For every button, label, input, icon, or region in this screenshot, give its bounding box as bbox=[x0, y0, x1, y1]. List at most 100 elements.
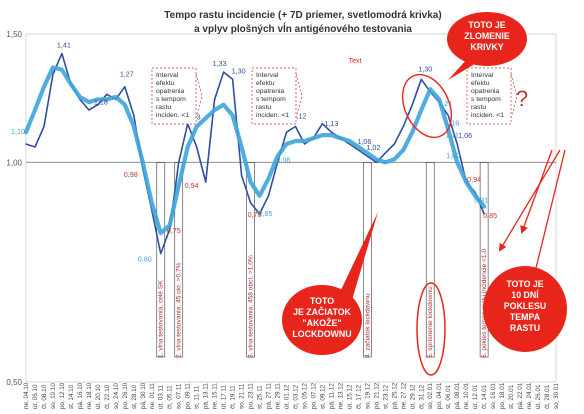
x-tick-label: pá, 11.12 bbox=[328, 383, 335, 409]
interval-note-pointer bbox=[195, 73, 203, 119]
callout-bubble bbox=[447, 12, 527, 66]
x-tick-label: po, 23.11 bbox=[248, 383, 255, 409]
interval-note-box bbox=[251, 67, 297, 125]
event-label: 4. začiatok lockdownu bbox=[364, 293, 371, 358]
x-tick-label: pá, 27.11 bbox=[266, 383, 273, 409]
x-tick-label: pá, 22.01 bbox=[517, 382, 524, 409]
interval-note-line: s tempom bbox=[156, 96, 186, 103]
data-label: 1,02 bbox=[366, 143, 380, 152]
callout-bubble bbox=[483, 266, 567, 352]
interval-note-line: Interval bbox=[471, 72, 494, 79]
callout-bubble bbox=[282, 285, 362, 355]
x-tick-label: st, 25.11 bbox=[257, 385, 264, 409]
callout-text: RASTU bbox=[510, 323, 540, 333]
callout-text: ZLOMENIE bbox=[464, 31, 510, 41]
x-tick-label: po, 12.10 bbox=[59, 382, 66, 409]
event-label: 2. vlna testovania, 45 okr. >0,7% bbox=[176, 262, 183, 358]
x-tick-label: po, 18.01 bbox=[499, 382, 506, 409]
data-label: 1,33 bbox=[213, 59, 227, 68]
event-boxes: 1. vlna testovania, celé SK 2. vlna testo… bbox=[156, 162, 489, 358]
y-tick-label: 1,50 bbox=[6, 30, 22, 39]
chart-title-line-2: a vplyv plošných vĺn antigénového testov… bbox=[194, 21, 412, 35]
x-tick-label: po, 26.10 bbox=[122, 382, 129, 409]
x-tick-label: ne, 27.12 bbox=[400, 382, 407, 409]
data-label: 0,94 bbox=[185, 181, 199, 190]
interval-note-line: Interval bbox=[156, 72, 179, 79]
x-tick-label: so, 21.11 bbox=[239, 383, 246, 409]
event-box bbox=[425, 162, 435, 358]
interval-note-line: inciden. <1 bbox=[156, 112, 189, 119]
x-tick-label: st, 20.01 bbox=[508, 384, 515, 409]
x-tick-label: so, 24.10 bbox=[113, 383, 120, 409]
x-tick-label: út, 15.12 bbox=[346, 384, 353, 409]
x-tick-label: čt, 03.12 bbox=[292, 384, 299, 409]
data-label: 0,96 bbox=[277, 155, 291, 164]
interval-note-line: s tempom bbox=[471, 96, 501, 103]
x-tick-label: út, 12.01 bbox=[472, 384, 479, 409]
data-label: 1,27 bbox=[120, 70, 134, 79]
y-tick-label: 1,00 bbox=[6, 158, 22, 167]
x-tick-label: čt, 22.10 bbox=[104, 384, 111, 409]
x-tick-label: ne, 13.12 bbox=[337, 382, 344, 409]
event-label: 3. vlna testovania, 458 obcí, >1,0% bbox=[248, 255, 255, 358]
x-tick-label: so, 10.10 bbox=[50, 383, 57, 409]
data-label: 1,12 bbox=[292, 112, 306, 121]
x-tick-label: út, 20.10 bbox=[95, 384, 102, 409]
callout-pointer bbox=[340, 212, 378, 300]
interval-note-line: opatrenia bbox=[471, 88, 500, 95]
interval-note-line: rastu bbox=[256, 104, 271, 111]
data-label: 0,78 bbox=[248, 210, 262, 219]
x-tick-label: po, 04.01 bbox=[436, 382, 443, 409]
x-tick-label: út, 17.11 bbox=[221, 384, 228, 409]
text-marker: Text bbox=[349, 58, 362, 65]
x-tick-label: ne, 10.01 bbox=[463, 382, 470, 409]
data-label: 1,10 bbox=[11, 127, 25, 136]
data-label: 1,41 bbox=[57, 41, 71, 50]
x-tick-label: ne, 24.01 bbox=[526, 382, 533, 409]
event-box bbox=[479, 162, 489, 358]
x-tick-label: st, 14.10 bbox=[68, 384, 75, 409]
interval-note-line: inciden. <1 bbox=[471, 112, 504, 119]
event-label: 1. vlna testovania, celé SK bbox=[158, 280, 165, 358]
data-label: 1,06 bbox=[458, 131, 472, 140]
x-tick-label: pá, 16.10 bbox=[77, 382, 84, 409]
y-axis-ticks: 1,50 1,00 0,50 bbox=[6, 30, 22, 387]
x-tick-label: út, 01.12 bbox=[284, 384, 291, 409]
callout-text: TOTO JE bbox=[468, 20, 505, 30]
interval-note-line: opatrenia bbox=[256, 88, 285, 95]
callout-text: TOTO JE bbox=[506, 279, 543, 289]
x-tick-label: ne, 29.11 bbox=[275, 383, 282, 409]
x-tick-label: po, 07.12 bbox=[310, 382, 317, 409]
y-tick-label: 0,50 bbox=[6, 378, 22, 387]
x-tick-label: út, 26.01 bbox=[535, 384, 542, 409]
x-tick-label: st, 11.11 bbox=[194, 385, 201, 409]
data-label: 1,16 bbox=[445, 118, 459, 127]
callout-text: 10 DNÍ bbox=[511, 290, 539, 300]
callout-text: POKLESU bbox=[504, 301, 547, 311]
series-7d-avg-line bbox=[23, 65, 487, 236]
event-box bbox=[156, 162, 166, 358]
x-tick-label: so, 30.01 bbox=[553, 383, 560, 409]
x-axis-ticks: ne, 04.10 út, 06.10 čt, 08.10 so, 10.10 po, … bbox=[23, 382, 560, 409]
interval-note-line: opatrenia bbox=[156, 88, 185, 95]
x-tick-label: so, 07.11 bbox=[176, 383, 183, 409]
data-label: 0,85 bbox=[259, 209, 273, 218]
interval-note-line: rastu bbox=[156, 104, 171, 111]
chart-title: Tempo rastu incidencie (+ 7D priemer, sv… bbox=[164, 10, 441, 35]
x-tick-label: pá, 13.11 bbox=[203, 383, 210, 409]
callout-text: KRIVKY bbox=[470, 42, 503, 52]
x-tick-label: čt, 28.01 bbox=[544, 384, 551, 409]
x-tick-label: so, 02.01 bbox=[427, 383, 434, 409]
data-label: 0,85 bbox=[483, 211, 497, 220]
x-tick-label: so, 05.12 bbox=[301, 383, 308, 409]
callout-text: LOCKDOWNU bbox=[292, 329, 351, 339]
interval-note-line: Interval bbox=[256, 72, 279, 79]
interval-note-box bbox=[466, 67, 512, 125]
data-label: 1,21 bbox=[438, 99, 452, 108]
data-label: 0,75 bbox=[167, 226, 181, 235]
event-label: 5. sprísnenie lockdownu bbox=[427, 287, 434, 358]
x-tick-label: ne, 18.10 bbox=[86, 382, 93, 409]
x-tick-label: čt, 17.12 bbox=[355, 384, 362, 409]
interval-note-line: inciden. <1 bbox=[256, 112, 289, 119]
